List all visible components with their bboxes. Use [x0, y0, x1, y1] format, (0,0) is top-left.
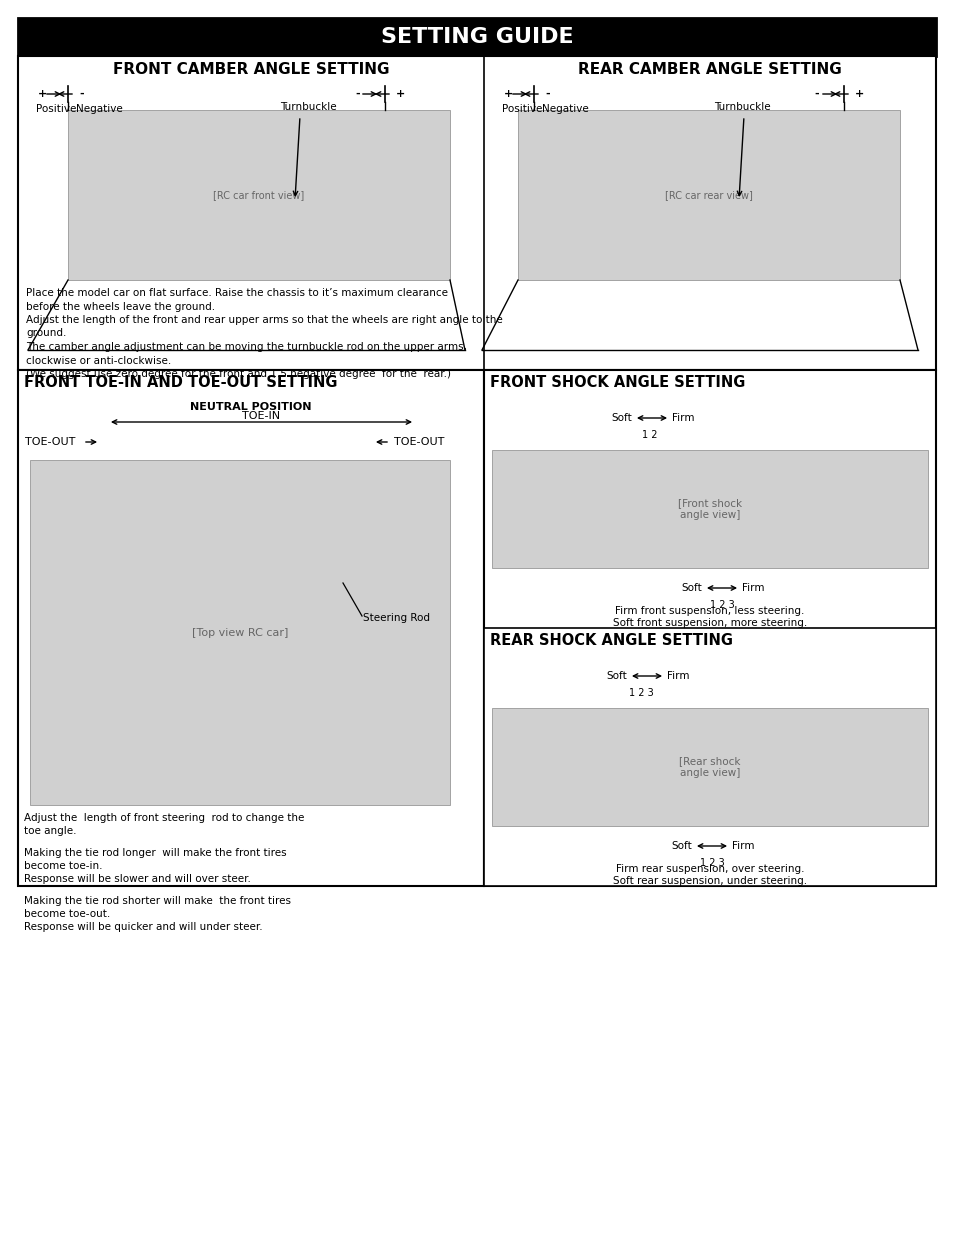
Text: -: -: [79, 89, 84, 99]
Bar: [517, 110, 899, 280]
Text: REAR CAMBER ANGLE SETTING: REAR CAMBER ANGLE SETTING: [578, 62, 841, 77]
Text: Firm: Firm: [671, 412, 694, 424]
Bar: [18, 56, 935, 370]
Text: Soft front suspension, more steering.: Soft front suspension, more steering.: [612, 618, 806, 629]
Text: Firm: Firm: [731, 841, 754, 851]
Text: -: -: [355, 89, 359, 99]
Text: Soft rear suspension, under steering.: Soft rear suspension, under steering.: [612, 876, 806, 885]
Text: Soft: Soft: [611, 412, 631, 424]
Text: Adjust the length of the front and rear upper arms so that the wheels are right : Adjust the length of the front and rear …: [26, 315, 502, 325]
Text: FRONT TOE-IN AND TOE-OUT SETTING: FRONT TOE-IN AND TOE-OUT SETTING: [24, 375, 337, 390]
Text: [Top view RC car]: [Top view RC car]: [192, 627, 288, 637]
Bar: [18, 370, 483, 885]
Text: -: -: [813, 89, 818, 99]
Text: FRONT SHOCK ANGLE SETTING: FRONT SHOCK ANGLE SETTING: [490, 375, 744, 390]
Text: +: +: [503, 89, 513, 99]
Text: REAR SHOCK ANGLE SETTING: REAR SHOCK ANGLE SETTING: [490, 634, 732, 648]
Text: toe angle.: toe angle.: [24, 826, 76, 836]
Text: FRONT CAMBER ANGLE SETTING: FRONT CAMBER ANGLE SETTING: [112, 62, 389, 77]
Text: Making the tie rod shorter will make  the front tires: Making the tie rod shorter will make the…: [24, 897, 291, 906]
Text: become toe-in.: become toe-in.: [24, 861, 102, 871]
Text: TOE-OUT: TOE-OUT: [394, 437, 444, 447]
Text: Turnbuckle: Turnbuckle: [280, 103, 336, 112]
Text: [Front shock
angle view]: [Front shock angle view]: [678, 498, 741, 520]
Text: Turnbuckle: Turnbuckle: [713, 103, 770, 112]
Text: Steering Rod: Steering Rod: [363, 613, 430, 622]
Text: 1 2: 1 2: [641, 430, 657, 440]
Text: The camber angle adjustment can be moving the turnbuckle rod on the upper arms,: The camber angle adjustment can be movin…: [26, 342, 467, 352]
Text: Positive: Positive: [501, 104, 542, 114]
Bar: [18, 19, 935, 56]
Text: 1 2 3: 1 2 3: [699, 858, 723, 868]
Text: +: +: [395, 89, 405, 99]
Text: +: +: [38, 89, 48, 99]
Text: 1 2 3: 1 2 3: [709, 600, 734, 610]
Text: Adjust the  length of front steering  rod to change the: Adjust the length of front steering rod …: [24, 813, 304, 823]
Text: Soft: Soft: [605, 671, 626, 680]
Text: Soft: Soft: [680, 583, 701, 593]
Text: (We suggest use zero degree for the front and 1.5 negative degree  for the  rear: (We suggest use zero degree for the fron…: [26, 369, 451, 379]
Text: Negative: Negative: [76, 104, 123, 114]
Text: before the wheels leave the ground.: before the wheels leave the ground.: [26, 301, 214, 311]
Text: Positive: Positive: [36, 104, 76, 114]
Text: Making the tie rod longer  will make the front tires: Making the tie rod longer will make the …: [24, 848, 286, 858]
Text: TOE-IN: TOE-IN: [242, 411, 280, 421]
Bar: [483, 629, 935, 885]
Text: [RC car front view]: [RC car front view]: [213, 190, 304, 200]
Text: clockwise or anti-clockwise.: clockwise or anti-clockwise.: [26, 356, 172, 366]
Text: +: +: [854, 89, 863, 99]
Text: Firm: Firm: [741, 583, 763, 593]
Text: SETTING GUIDE: SETTING GUIDE: [380, 27, 573, 47]
Text: Negative: Negative: [541, 104, 588, 114]
Text: [RC car rear view]: [RC car rear view]: [664, 190, 752, 200]
Text: Response will be slower and will over steer.: Response will be slower and will over st…: [24, 874, 251, 884]
Text: Soft: Soft: [671, 841, 691, 851]
Text: become toe-out.: become toe-out.: [24, 909, 111, 919]
Bar: [30, 459, 450, 805]
Text: Firm rear suspension, over steering.: Firm rear suspension, over steering.: [615, 864, 803, 874]
Text: Firm front suspension, less steering.: Firm front suspension, less steering.: [615, 606, 803, 616]
Bar: [68, 110, 450, 280]
Text: Place the model car on flat surface. Raise the chassis to it’s maximum clearance: Place the model car on flat surface. Rai…: [26, 288, 448, 298]
Text: 1 2 3: 1 2 3: [628, 688, 653, 698]
Text: Firm: Firm: [666, 671, 689, 680]
Text: [Rear shock
angle view]: [Rear shock angle view]: [679, 756, 740, 778]
Text: Response will be quicker and will under steer.: Response will be quicker and will under …: [24, 923, 262, 932]
Text: -: -: [544, 89, 549, 99]
Text: ground.: ground.: [26, 329, 67, 338]
Bar: [483, 370, 935, 885]
Bar: [492, 450, 927, 568]
Bar: [492, 708, 927, 826]
Text: TOE-OUT: TOE-OUT: [25, 437, 75, 447]
Text: NEUTRAL POSITION: NEUTRAL POSITION: [190, 403, 312, 412]
